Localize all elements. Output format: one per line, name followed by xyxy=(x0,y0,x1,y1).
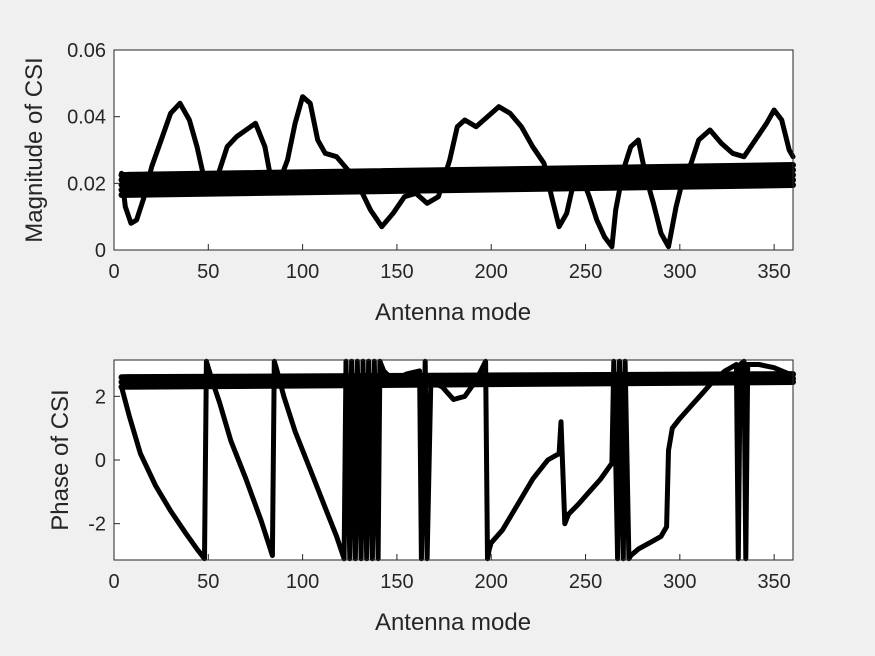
phase-series-line-2 xyxy=(118,371,796,381)
phase-x-tick-label: 100 xyxy=(286,571,319,593)
magnitude-x-axis-label: Antenna mode xyxy=(375,299,531,326)
phase-x-tick-label: 250 xyxy=(569,571,602,593)
magnitude-series-line-3 xyxy=(118,167,796,183)
phase-x-axis-label: Antenna mode xyxy=(375,609,531,636)
magnitude-series-line-2 xyxy=(118,162,796,178)
magnitude-panel: 0 50 100 150 200 250 300 350 0 0.02 0.04 0.06 Ante… xyxy=(21,40,796,326)
phase-y-axis-label: Phase of CSI xyxy=(47,389,74,530)
magnitude-x-tick-label: 100 xyxy=(286,261,319,283)
phase-x-tick-label: 0 xyxy=(108,571,119,593)
magnitude-x-tick-label: 350 xyxy=(757,261,790,283)
phase-y-tick-label: -2 xyxy=(88,514,106,536)
phase-series-line-4 xyxy=(118,379,796,390)
magnitude-y-ticks: 0 0.02 0.04 0.06 xyxy=(67,40,120,262)
magnitude-series-line-5 xyxy=(118,177,796,193)
magnitude-y-axis-label: Magnitude of CSI xyxy=(21,57,48,242)
phase-series-line-1 xyxy=(119,358,796,562)
magnitude-x-tick-label: 250 xyxy=(569,261,602,283)
magnitude-x-ticks: 0 50 100 150 200 250 300 350 xyxy=(108,244,791,283)
phase-series-line-3 xyxy=(118,375,796,385)
magnitude-x-tick-label: 200 xyxy=(475,261,508,283)
phase-panel: 0 50 100 150 200 250 300 350 -202 Antenna mode … xyxy=(47,358,796,636)
phase-x-tick-label: 150 xyxy=(380,571,413,593)
magnitude-y-tick-label: 0 xyxy=(95,240,106,262)
magnitude-x-tick-label: 50 xyxy=(197,261,219,283)
magnitude-x-tick-label: 150 xyxy=(380,261,413,283)
magnitude-y-tick-label: 0.06 xyxy=(67,40,106,62)
magnitude-x-tick-label: 0 xyxy=(108,261,119,283)
phase-x-tick-label: 350 xyxy=(757,571,790,593)
phase-x-tick-label: 200 xyxy=(475,571,508,593)
phase-x-tick-label: 300 xyxy=(663,571,696,593)
phase-y-tick-label: 2 xyxy=(95,386,106,408)
magnitude-series xyxy=(118,94,796,250)
phase-x-tick-label: 50 xyxy=(197,571,219,593)
magnitude-series-line-4 xyxy=(118,172,796,188)
phase-y-tick-label: 0 xyxy=(95,450,106,472)
phase-plot-area xyxy=(114,360,793,560)
magnitude-axes-box xyxy=(113,49,794,251)
magnitude-x-tick-label: 300 xyxy=(663,261,696,283)
phase-y-ticks: -2 0 2 xyxy=(88,386,120,536)
magnitude-y-tick-label: 0.02 xyxy=(67,173,106,195)
phase-x-ticks: 0 50 100 150 200 250 300 350 xyxy=(108,554,791,593)
phase-series xyxy=(118,358,796,562)
magnitude-y-tick-label: 0.04 xyxy=(67,107,106,129)
magnitude-series-line-6 xyxy=(118,182,796,198)
